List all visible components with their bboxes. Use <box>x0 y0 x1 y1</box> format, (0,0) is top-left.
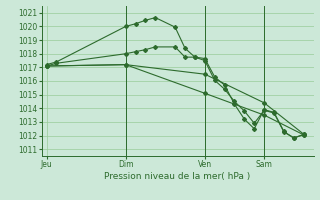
X-axis label: Pression niveau de la mer( hPa ): Pression niveau de la mer( hPa ) <box>104 172 251 181</box>
